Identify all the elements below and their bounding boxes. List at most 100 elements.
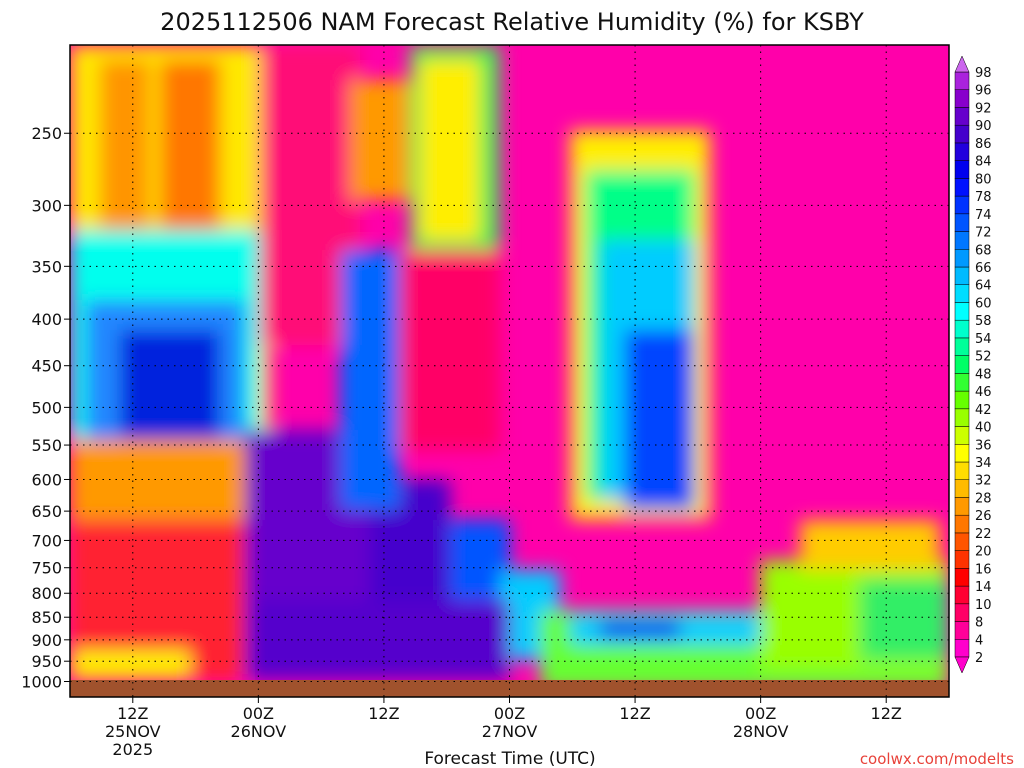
colorbar-label: 48: [975, 367, 992, 382]
colorbar-label: 66: [975, 261, 992, 276]
colorbar-label: 72: [975, 226, 992, 241]
x-tick-label: 28NOV: [733, 722, 789, 741]
colorbar-swatch: [954, 71, 970, 90]
colorbar-swatch: [954, 160, 970, 179]
colorbar-label: 26: [975, 509, 992, 524]
colorbar-swatch: [954, 550, 970, 569]
x-tick-label: 26NOV: [231, 722, 287, 741]
x-tick-label: 00Z: [494, 704, 525, 723]
x-tick-label: 27NOV: [482, 722, 538, 741]
colorbar-min-arrow: [954, 656, 970, 674]
colorbar-label: 98: [975, 66, 992, 81]
y-tick-label: 500: [31, 398, 62, 417]
x-tick-label: 12Z: [117, 704, 148, 723]
y-tick-label: 800: [31, 584, 62, 603]
chart-title: 2025112506 NAM Forecast Relative Humidit…: [160, 8, 864, 36]
y-tick-label: 550: [31, 436, 62, 455]
y-tick-label: 1000: [21, 672, 62, 691]
y-tick-label: 700: [31, 531, 62, 550]
colorbar: 2481014162022262832343640424648525458606…: [954, 55, 992, 674]
colorbar-label: 4: [975, 633, 983, 648]
colorbar-label: 96: [975, 84, 992, 99]
colorbar-swatch: [954, 142, 970, 161]
rh-region: [70, 440, 250, 530]
rh-region: [600, 620, 680, 638]
plot-area: [70, 45, 949, 697]
colorbar-label: 74: [975, 208, 992, 223]
colorbar-swatch: [954, 337, 970, 356]
y-tick-label: 900: [31, 631, 62, 650]
colorbar-label: 10: [975, 598, 992, 613]
colorbar-label: 78: [975, 190, 992, 205]
y-tick-label: 450: [31, 357, 62, 376]
colorbar-label: 86: [975, 137, 992, 152]
colorbar-swatch: [954, 444, 970, 463]
y-tick-label: 400: [31, 310, 62, 329]
x-tick-label: 00Z: [243, 704, 274, 723]
colorbar-swatch: [954, 107, 970, 126]
colorbar-swatch: [954, 178, 970, 197]
colorbar-swatch: [954, 89, 970, 108]
colorbar-label: 8: [975, 616, 983, 631]
colorbar-swatch: [954, 373, 970, 392]
colorbar-label: 68: [975, 243, 992, 258]
x-tick-label: 2025: [112, 740, 153, 759]
x-tick-label: 25NOV: [105, 722, 161, 741]
colorbar-swatch: [954, 355, 970, 374]
colorbar-max-arrow: [954, 55, 970, 73]
y-tick-label: 950: [31, 652, 62, 671]
colorbar-swatch: [954, 461, 970, 480]
rh-region: [350, 80, 410, 200]
colorbar-label: 34: [975, 456, 992, 471]
colorbar-label: 54: [975, 332, 992, 347]
y-tick-label: 250: [31, 124, 62, 143]
colorbar-label: 20: [975, 545, 992, 560]
colorbar-label: 60: [975, 296, 992, 311]
colorbar-swatch: [954, 408, 970, 427]
colorbar-label: 90: [975, 119, 992, 134]
y-tick-label: 750: [31, 559, 62, 578]
colorbar-swatch: [954, 213, 970, 232]
colorbar-label: 42: [975, 403, 992, 418]
colorbar-swatch: [954, 532, 970, 551]
colorbar-swatch: [954, 195, 970, 215]
y-tick-label: 600: [31, 470, 62, 489]
colorbar-label: 2: [975, 651, 983, 666]
colorbar-label: 58: [975, 314, 992, 329]
watermark: coolwx.com/modelts: [860, 750, 1014, 768]
colorbar-label: 16: [975, 562, 992, 577]
rh-region: [70, 650, 190, 680]
colorbar-label: 84: [975, 155, 992, 170]
colorbar-swatch: [954, 266, 970, 285]
colorbar-swatch: [954, 585, 970, 605]
y-tick-label: 850: [31, 608, 62, 627]
colorbar-label: 22: [975, 527, 992, 542]
x-tick-label: 00Z: [745, 704, 776, 723]
rh-region: [860, 580, 949, 660]
colorbar-label: 28: [975, 491, 992, 506]
colorbar-swatch: [954, 479, 970, 498]
colorbar-swatch: [954, 426, 970, 445]
colorbar-swatch: [954, 390, 970, 410]
colorbar-label: 64: [975, 279, 992, 294]
colorbar-swatch: [954, 319, 970, 339]
colorbar-swatch: [954, 249, 970, 268]
colorbar-swatch: [954, 639, 970, 658]
humidity-field: [70, 45, 949, 690]
y-tick-label: 350: [31, 257, 62, 276]
colorbar-swatch: [954, 514, 970, 534]
colorbar-label: 14: [975, 580, 992, 595]
x-axis-label: Forecast Time (UTC): [424, 749, 595, 768]
rh-region: [420, 60, 480, 240]
rh-region: [390, 250, 500, 450]
colorbar-label: 36: [975, 438, 992, 453]
colorbar-swatch: [954, 231, 970, 250]
colorbar-swatch: [954, 497, 970, 516]
rh-region: [800, 520, 940, 570]
colorbar-label: 32: [975, 474, 992, 489]
y-tick-label: 300: [31, 196, 62, 215]
y-tick-label: 650: [31, 502, 62, 521]
colorbar-label: 52: [975, 350, 992, 365]
